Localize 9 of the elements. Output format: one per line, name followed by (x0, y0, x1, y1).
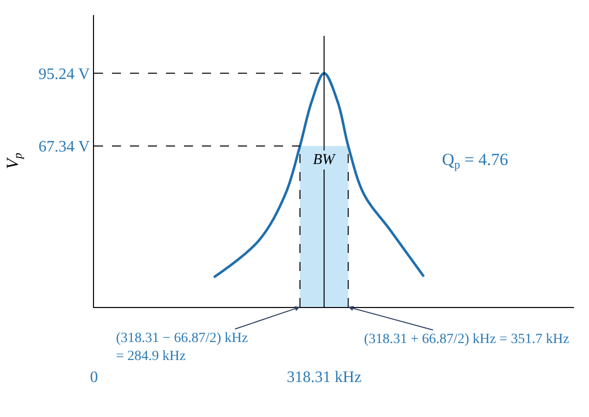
annotation: Q$_{p}$ = 4.76 (442, 150, 508, 172)
x-tick-label: 0 (90, 369, 98, 386)
y-tick-label: 95.24 V (38, 66, 90, 83)
annotation: (318.31 + 66.87/2) kHz = 351.7 kHz (364, 332, 570, 347)
line-series (212, 72, 426, 279)
y-tick-label: 67.34 V (38, 138, 90, 156)
band-label: BW (313, 152, 336, 168)
annotation: (318.31 − 66.87/2) kHz = 284.9 kHz (116, 331, 248, 364)
x-tick-label: 318.31 kHz (286, 369, 362, 386)
